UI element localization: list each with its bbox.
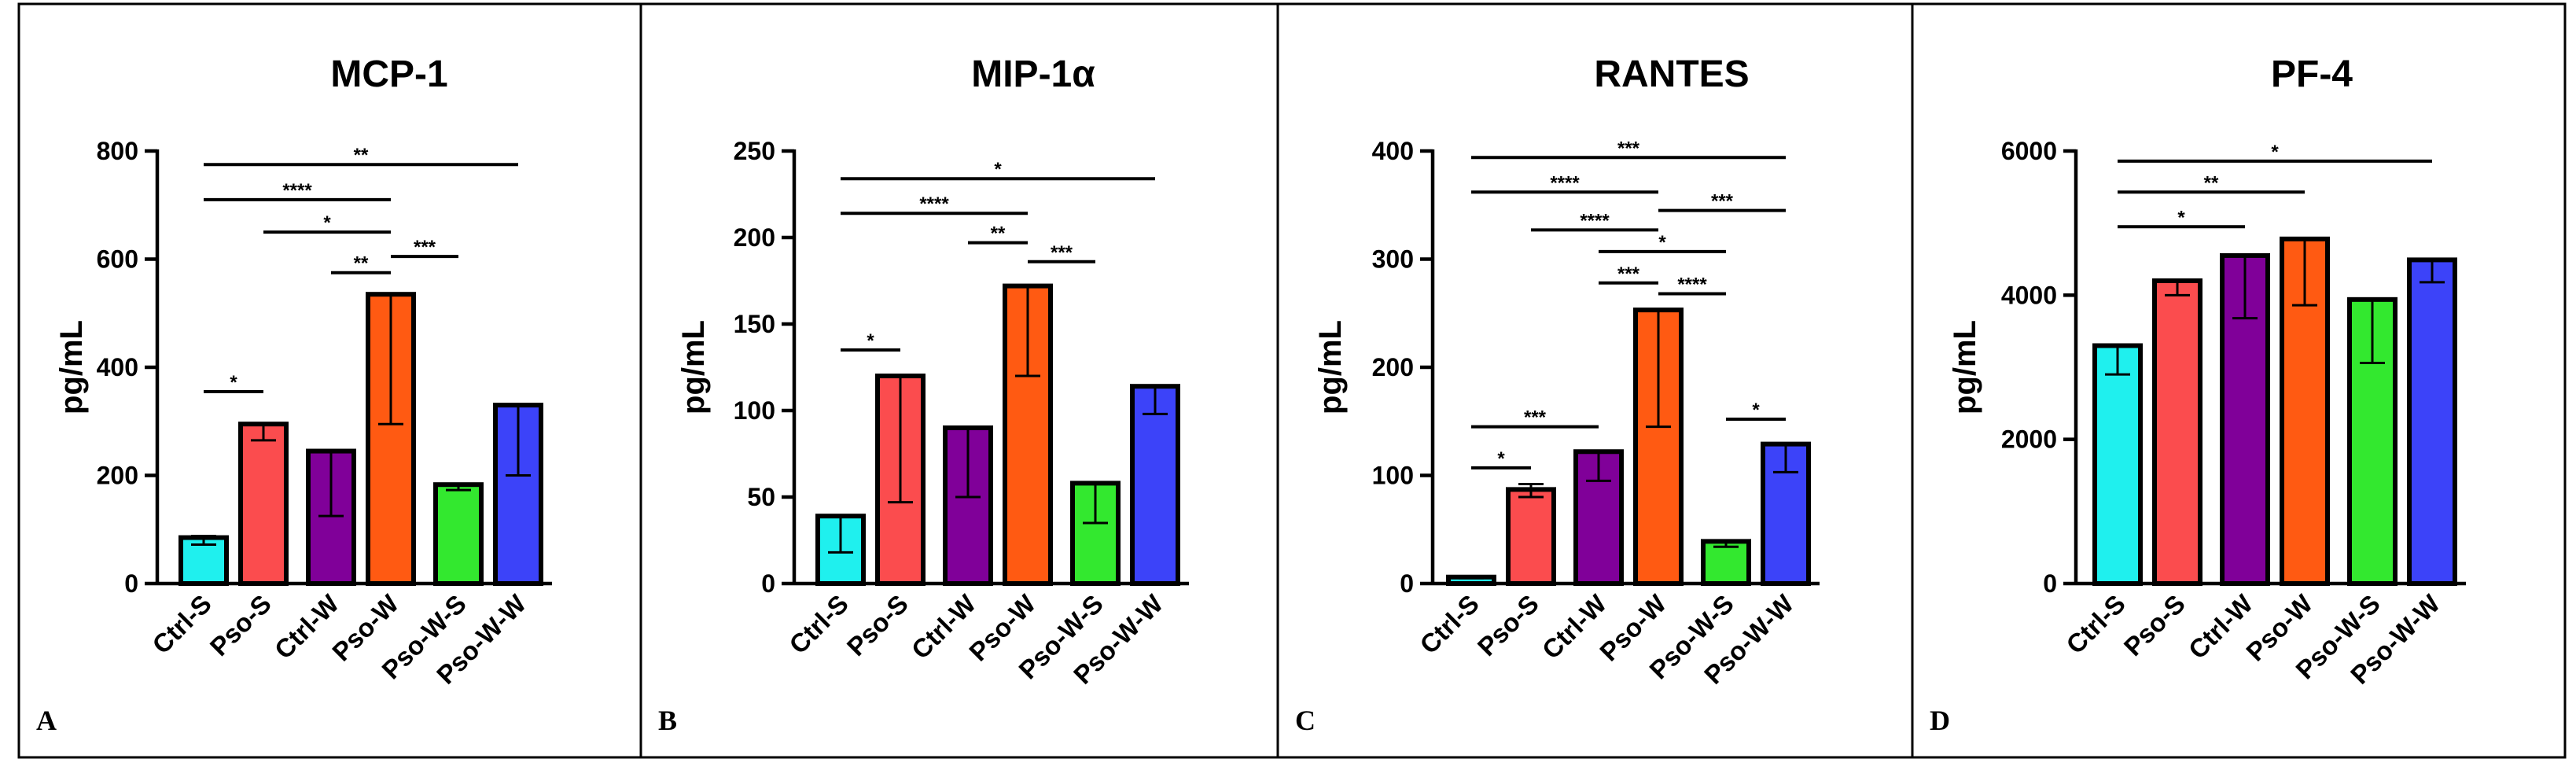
bar-ctrl-s — [178, 535, 229, 586]
y-tick-label: 200 — [734, 223, 775, 252]
y-tick-label: 50 — [747, 483, 775, 511]
x-tick-label: Pso-S — [1472, 589, 1544, 661]
bar-pso-w-s — [433, 482, 484, 586]
significance-label: * — [1497, 448, 1505, 470]
chart-title: MCP-1 — [330, 53, 447, 95]
panel-border — [1911, 2, 2567, 759]
chart-title: RANTES — [1594, 53, 1749, 95]
panel-border — [639, 2, 1279, 759]
bar-pso-s — [1506, 487, 1556, 586]
y-tick-label: 4000 — [2001, 281, 2057, 309]
significance-label: **** — [1550, 172, 1580, 193]
x-tick-label: Ctrl-S — [1414, 589, 1485, 660]
y-tick-label: 300 — [1372, 245, 1414, 274]
y-tick-label: 0 — [1400, 569, 1414, 598]
panel-letter: C — [1295, 705, 1316, 736]
significance-label: ** — [2204, 172, 2219, 193]
chart-panel-d: PF-4pg/mL0200040006000Ctrl-SPso-SCtrl-WP… — [1911, 2, 2567, 759]
chart-title: MIP-1α — [971, 53, 1095, 95]
significance-label: * — [1752, 400, 1760, 421]
bar-pso-w-w — [1130, 384, 1180, 587]
significance-label: *** — [1051, 242, 1073, 263]
y-axis-label: pg/mL — [1313, 320, 1348, 414]
significance-label: *** — [414, 237, 436, 258]
y-tick-label: 0 — [124, 569, 138, 598]
y-tick-label: 400 — [97, 353, 138, 381]
y-tick-label: 600 — [97, 245, 138, 274]
significance-label: * — [867, 330, 874, 352]
y-tick-label: 200 — [1372, 353, 1414, 381]
significance-label: ** — [354, 145, 369, 166]
y-axis-label: pg/mL — [676, 320, 711, 414]
y-tick-label: 0 — [2043, 569, 2057, 598]
y-tick-label: 200 — [97, 462, 138, 490]
significance-label: *** — [1524, 407, 1547, 429]
significance-label: *** — [1617, 138, 1640, 159]
significance-label: ** — [354, 253, 369, 274]
y-tick-label: 100 — [734, 396, 775, 425]
y-tick-label: 6000 — [2001, 137, 2057, 165]
bar-ctrl-s — [2092, 343, 2143, 586]
panel-letter: B — [658, 705, 677, 736]
chart-panel-a: MCP-1pg/mL0200400600800Ctrl-SPso-SCtrl-W… — [17, 2, 642, 759]
bar-ctrl-w — [306, 448, 356, 586]
significance-label: **** — [1580, 210, 1610, 231]
significance-label: * — [2177, 207, 2185, 228]
x-tick-label: Ctrl-S — [2060, 589, 2131, 660]
bar-pso-w-w — [2407, 257, 2457, 586]
significance-label: **** — [919, 193, 949, 215]
panel-letter: A — [36, 705, 57, 736]
chart-panel-c: RANTESpg/mL0100200300400Ctrl-SPso-SCtrl-… — [1276, 2, 1914, 759]
y-tick-label: 2000 — [2001, 425, 2057, 454]
significance-label: ** — [991, 223, 1006, 245]
chart-title: PF-4 — [2271, 53, 2353, 95]
x-tick-label: Pso-S — [2118, 589, 2191, 661]
significance-label: * — [2271, 142, 2279, 163]
x-tick-label: Pso-S — [204, 589, 277, 661]
bar-pso-s — [2152, 278, 2202, 586]
significance-label: *** — [1617, 263, 1640, 285]
y-tick-label: 0 — [761, 569, 775, 598]
y-tick-label: 100 — [1372, 462, 1414, 490]
y-tick-label: 250 — [734, 137, 775, 165]
y-axis-label: pg/mL — [54, 320, 89, 414]
bar-pso-s — [238, 422, 289, 586]
significance-label: * — [230, 372, 237, 393]
panel-letter: D — [1930, 705, 1950, 736]
significance-label: * — [1658, 232, 1666, 253]
significance-label: *** — [1711, 191, 1734, 212]
significance-label: **** — [1677, 274, 1707, 296]
x-tick-label: Pso-S — [841, 589, 914, 661]
y-tick-label: 800 — [97, 137, 138, 165]
y-axis-label: pg/mL — [1948, 320, 1982, 414]
x-tick-label: Ctrl-S — [783, 589, 854, 660]
significance-label: **** — [282, 180, 312, 201]
y-tick-label: 150 — [734, 310, 775, 338]
significance-label: * — [323, 212, 331, 234]
significance-label: * — [994, 159, 1002, 180]
chart-panel-b: MIP-1αpg/mL050100150200250Ctrl-SPso-SCtr… — [639, 2, 1279, 759]
x-tick-label: Ctrl-S — [146, 589, 217, 660]
y-tick-label: 400 — [1372, 137, 1414, 165]
